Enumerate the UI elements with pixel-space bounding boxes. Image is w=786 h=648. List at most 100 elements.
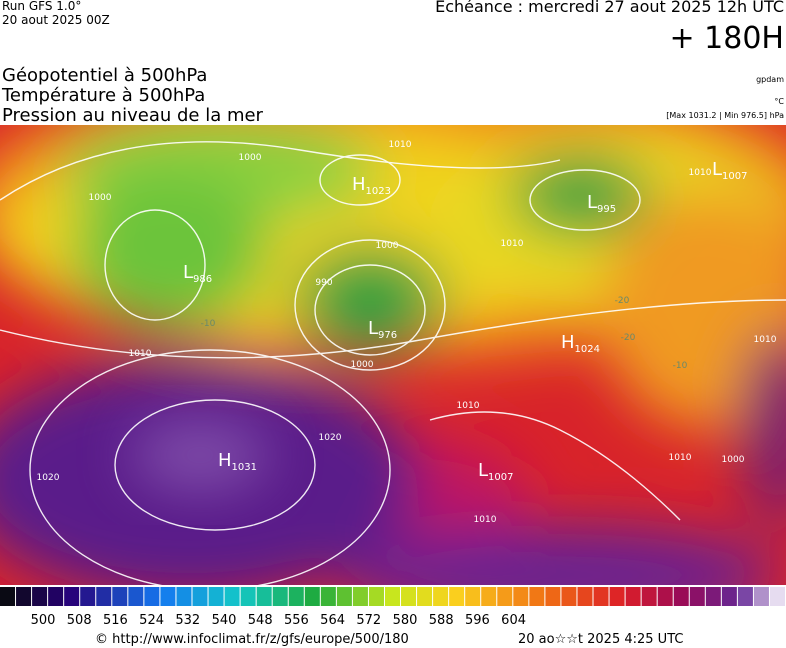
colorbar-label: 572 [356,613,381,628]
color-swatch [304,587,320,606]
color-swatch [689,587,705,606]
colorbar-label: 516 [103,613,128,628]
unit: [Max 1031.2 | Min 976.5] hPa [666,111,784,120]
colorbar-label: 524 [139,613,164,628]
color-swatch [208,587,224,606]
isobar-label: 1000 [722,455,745,465]
colorbar-label: 548 [248,613,273,628]
pressure-center: L1007 [478,460,513,483]
color-swatch [112,587,128,606]
color-swatch [481,587,497,606]
colorbar-label: 588 [429,613,454,628]
color-swatch [721,587,737,606]
generated-time: 20 ao☆☆t 2025 4:25 UTC [518,632,683,647]
isobar-label: 1020 [319,433,342,443]
isobar-labels: 1000 1010 1000 1010 1000 990 1000 1010 1010 1020 1… [37,140,777,525]
run-date: 20 aout 2025 00Z [2,13,110,27]
color-swatch [641,587,657,606]
source: © http://www.infoclimat.fr/z/gfs/europe/… [95,632,409,647]
color-swatch [753,587,769,606]
color-swatch [433,587,449,606]
colorbar-label: 532 [175,613,200,628]
isobar-label: 1010 [501,239,524,249]
color-swatch [288,587,304,606]
colorbar-label: 604 [501,613,526,628]
isobar-label: 1010 [129,349,152,359]
valid-time: Echéance : mercredi 27 aout 2025 12h UTC [435,0,784,16]
unit: gpdam [756,75,784,84]
color-swatch [705,587,721,606]
color-swatch [513,587,529,606]
colorbar-label: 540 [212,613,237,628]
pressure-center: L995 [587,192,616,215]
run-label: Run GFS 1.0° [2,0,81,13]
color-swatch [192,587,208,606]
color-swatch [737,587,753,606]
pressure-center: H1024 [561,332,600,355]
isobar-label: 1000 [239,153,262,163]
isobar-label: 1010 [389,140,412,150]
colorbar-label: 564 [320,613,345,628]
isobar-label: 1000 [89,193,112,203]
color-swatch [224,587,240,606]
color-swatch [144,587,160,606]
colorbar-label: 580 [393,613,418,628]
unit: °C [774,97,784,106]
color-swatch [48,587,64,606]
color-swatch [497,587,513,606]
color-swatch [64,587,80,606]
colorbar-label: 508 [67,613,92,628]
color-swatch [561,587,577,606]
pressure-center: H1023 [352,174,391,197]
color-swatch [336,587,352,606]
color-swatch [272,587,288,606]
color-swatch [176,587,192,606]
color-swatch [368,587,384,606]
color-swatch [16,587,32,606]
isobar-label: 1020 [37,473,60,483]
pressure-center: L1007 [712,159,747,182]
colorbar-label: 556 [284,613,309,628]
color-swatch [352,587,368,606]
lead-time: + 180H [670,21,785,56]
color-swatch [80,587,96,606]
color-swatch [160,587,176,606]
pressure-center: L986 [183,262,212,285]
color-swatch [657,587,673,606]
color-swatch [769,587,785,606]
color-swatch [0,587,16,606]
color-swatch [320,587,336,606]
color-swatch [417,587,433,606]
map [0,125,786,585]
color-swatch [384,587,401,606]
color-swatch [240,587,256,606]
isobar-label: 1010 [689,168,712,178]
color-swatch [577,587,593,606]
colorbar-label: 500 [31,613,56,628]
color-swatch [673,587,689,606]
color-swatch [609,587,625,606]
isobar-label: 1010 [669,453,692,463]
temperature-label: -20 [621,333,636,343]
isobar-label: 1010 [457,401,480,411]
colorbar: 500 508 516 524 532 540 548 556 564 572 580 588 596 6… [0,587,785,628]
isobar-label: 1010 [474,515,497,525]
color-swatch [593,587,609,606]
color-swatch [465,587,481,606]
pressure-center: L976 [368,318,397,341]
colorbar-label: 596 [465,613,490,628]
isobar-label: 1000 [351,360,374,370]
title: Géopotentiel à 500hPa [2,65,207,86]
isobar-label: 1010 [754,335,777,345]
color-swatch [128,587,144,606]
color-swatch [401,587,417,606]
color-swatch [96,587,112,606]
color-swatch [529,587,545,606]
temperature-label: -10 [673,361,688,371]
title: Pression au niveau de la mer [2,105,264,126]
isobar-label: 990 [315,278,332,288]
pressure-center: H1031 [218,450,257,473]
temperature-label: -10 [201,319,216,329]
